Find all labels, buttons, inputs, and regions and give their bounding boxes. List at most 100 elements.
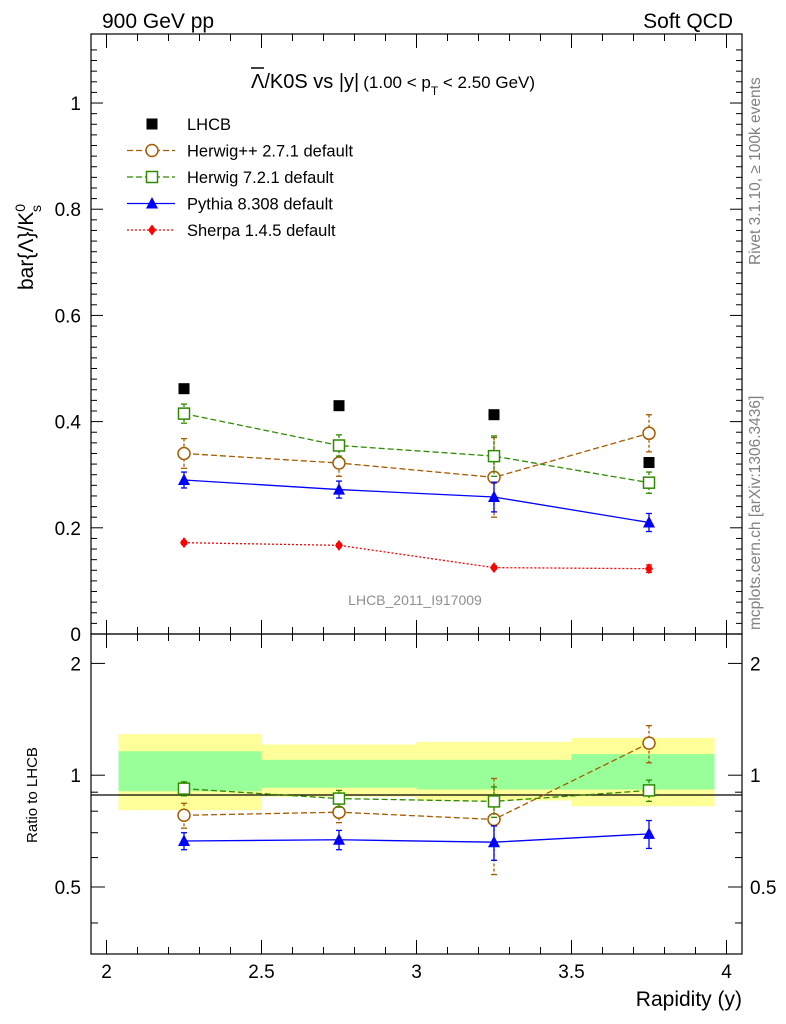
ratio-y-tick-label-right: 1 bbox=[750, 766, 761, 787]
ratio-uncertainty-bands bbox=[118, 734, 715, 811]
herwig-7-2-1-default-marker bbox=[487, 449, 501, 463]
series-lhcb bbox=[178, 383, 655, 468]
herwig-2-7-1-default-marker bbox=[487, 812, 501, 827]
y-tick-label: 0.8 bbox=[55, 200, 81, 221]
legend-entry-sherpa-1-4-5-default: Sherpa 1.4.5 default bbox=[127, 222, 336, 240]
lhcb-marker bbox=[488, 409, 500, 421]
herwig-2-7-1-default-line bbox=[183, 742, 650, 821]
y-tick-label: 0.4 bbox=[55, 413, 82, 434]
legend-marker bbox=[146, 118, 158, 130]
x-tick-label: 4 bbox=[721, 962, 732, 983]
sherpa-1-4-5-default-marker bbox=[645, 563, 653, 575]
y-tick-label: 0 bbox=[70, 625, 81, 646]
ratio-y-tick-label-right: 0.5 bbox=[750, 878, 776, 899]
herwig-7-2-1-default-marker bbox=[642, 784, 656, 797]
ratio-y-tick-labels: 0.5 0.5 1 1 2 2 bbox=[55, 654, 777, 899]
series-sherpa-1-4-5-default bbox=[180, 537, 653, 575]
legend-marker bbox=[145, 143, 159, 158]
x-tick-labels: 2 2.5 3 3.5 4 bbox=[101, 962, 732, 983]
herwig-2-7-1-default-marker bbox=[642, 736, 656, 750]
pythia-8-308-default-line bbox=[183, 833, 650, 843]
ratio-axis-ticks bbox=[91, 634, 742, 954]
pythia-8-308-default-marker bbox=[178, 834, 190, 846]
herwig-7-2-1-default-marker bbox=[177, 407, 191, 420]
series-pythia-8-308-default bbox=[178, 819, 655, 861]
main-y-axis-label: bar{Λ}/K0s bbox=[12, 204, 44, 290]
x-tick-label: 3.5 bbox=[558, 962, 584, 983]
side-text-bottom: mcplots.cern.ch [arXiv:1306.3436] bbox=[747, 396, 764, 630]
herwig-2-7-1-default-marker bbox=[332, 456, 346, 470]
ratio-y-axis-label: Ratio to LHCB bbox=[24, 747, 41, 843]
ratio-frame bbox=[90, 633, 743, 955]
legend-entry-lhcb: LHCB bbox=[146, 116, 231, 134]
analysis-watermark: LHCB_2011_I917009 bbox=[348, 592, 482, 608]
pythia-8-308-default-marker bbox=[333, 483, 345, 495]
y-tick-label: 0.6 bbox=[55, 306, 81, 327]
main-axis-ticks bbox=[91, 34, 742, 635]
main-series-group bbox=[177, 383, 656, 575]
x-tick-label: 2 bbox=[101, 962, 112, 983]
y-tick-label: 1 bbox=[70, 94, 81, 115]
herwig-7-2-1-default-marker bbox=[177, 782, 191, 795]
header-right: Soft QCD bbox=[643, 10, 733, 33]
sherpa-1-4-5-default-marker bbox=[490, 562, 498, 574]
herwig-7-2-1-default-line bbox=[183, 787, 650, 803]
herwig-2-7-1-default-marker bbox=[332, 805, 346, 819]
header-left: 900 GeV pp bbox=[102, 10, 214, 33]
herwig-7-2-1-default-marker bbox=[332, 792, 346, 805]
legend-entry-pythia-8-308-default: Pythia 8.308 default bbox=[127, 196, 333, 214]
y-tick-label: 0.2 bbox=[55, 519, 81, 540]
legend-label: LHCB bbox=[187, 116, 231, 134]
sherpa-1-4-5-default-marker bbox=[180, 537, 188, 549]
legend-label: Herwig 7.2.1 default bbox=[187, 169, 334, 187]
ratio-y-tick-label-right: 2 bbox=[750, 654, 761, 675]
lhcb-marker bbox=[333, 400, 345, 412]
ratio-panel: 0.5 0.5 1 1 2 2 2 2.5 3 3.5 4 Ratio to LHCB Rapid… bbox=[24, 633, 777, 1011]
main-title: Λ/K0S vs |y| (1.00 < pT < 2.50 GeV) bbox=[251, 71, 535, 98]
herwig-7-2-1-default-marker bbox=[642, 476, 656, 489]
herwig-7-2-1-default-marker bbox=[332, 439, 346, 452]
herwig-2-7-1-default-marker bbox=[642, 426, 656, 441]
legend-label: Sherpa 1.4.5 default bbox=[187, 222, 336, 240]
series-herwig-7-2-1-default bbox=[177, 403, 656, 494]
side-text-top: Rivet 3.1.10, ≥ 100k events bbox=[747, 77, 764, 265]
legend-marker bbox=[148, 224, 156, 236]
herwig-7-2-1-default-line bbox=[183, 413, 650, 484]
herwig-2-7-1-default-marker bbox=[177, 446, 191, 461]
series-herwig-2-7-1-default bbox=[177, 414, 656, 518]
herwig-2-7-1-default-marker bbox=[177, 808, 191, 823]
herwig-2-7-1-default-line bbox=[183, 432, 650, 479]
lhcb-marker bbox=[178, 383, 190, 395]
main-panel: 0 0.2 0.4 0.6 0.8 1 bar{Λ}/K0s Λ/K0S vs |y| (1… bbox=[12, 33, 743, 646]
pythia-8-308-default-marker bbox=[488, 835, 500, 848]
pythia-8-308-default-marker bbox=[333, 833, 345, 845]
ratio-y-tick-label-left: 0.5 bbox=[55, 878, 81, 899]
series-herwig-7-2-1-default bbox=[177, 779, 656, 818]
x-axis-label: Rapidity (y) bbox=[636, 988, 742, 1011]
legend-label: Herwig++ 2.7.1 default bbox=[187, 143, 353, 161]
ratio-y-tick-label-left: 2 bbox=[70, 654, 81, 675]
pythia-8-308-default-marker bbox=[178, 473, 190, 486]
ratio-y-tick-label-left: 1 bbox=[70, 766, 81, 787]
main-y-tick-labels: 0 0.2 0.4 0.6 0.8 1 bbox=[55, 94, 82, 646]
legend: LHCB Herwig++ 2.7.1 default Herwig 7.2.1 d… bbox=[127, 116, 353, 240]
inner-uncertainty-band bbox=[571, 754, 715, 790]
legend-marker bbox=[146, 197, 158, 209]
x-tick-label: 2.5 bbox=[248, 962, 274, 983]
sherpa-1-4-5-default-marker bbox=[335, 539, 343, 551]
lhcb-marker bbox=[643, 456, 655, 468]
ratio-series-group bbox=[177, 724, 656, 876]
x-tick-label: 3 bbox=[411, 962, 422, 983]
pythia-8-308-default-marker bbox=[643, 827, 655, 839]
legend-label: Pythia 8.308 default bbox=[187, 196, 333, 214]
legend-marker bbox=[145, 170, 159, 184]
series-pythia-8-308-default bbox=[178, 471, 655, 533]
sherpa-1-4-5-default-line bbox=[183, 542, 650, 570]
legend-entry-herwig-2-7-1-default: Herwig++ 2.7.1 default bbox=[127, 143, 353, 161]
herwig-7-2-1-default-marker bbox=[487, 795, 501, 808]
pythia-8-308-default-marker bbox=[643, 515, 655, 528]
pythia-8-308-default-marker bbox=[488, 490, 500, 503]
legend-entry-herwig-7-2-1-default: Herwig 7.2.1 default bbox=[127, 169, 334, 187]
inner-uncertainty-band bbox=[261, 759, 417, 788]
